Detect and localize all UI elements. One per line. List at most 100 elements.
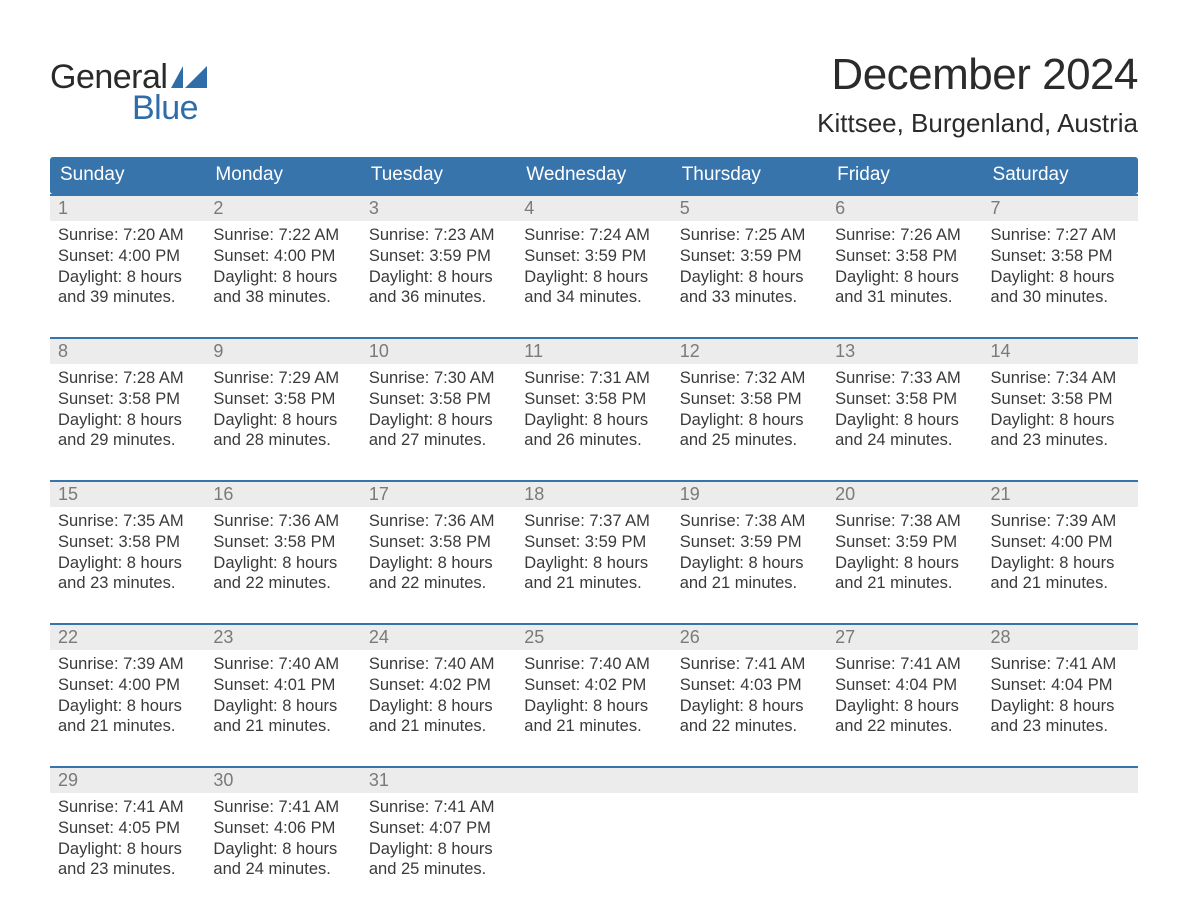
dow-cell: Wednesday [516,157,671,194]
daynum-cell: 13 [827,339,982,364]
sunset-line: Sunset: 4:00 PM [991,532,1130,553]
daynum-cell: 16 [205,482,360,507]
dow-cell: Saturday [983,157,1138,194]
sunrise-line: Sunrise: 7:29 AM [213,368,352,389]
sunrise-line: Sunrise: 7:40 AM [213,654,352,675]
sunrise-line: Sunrise: 7:41 AM [680,654,819,675]
day-cell: Sunrise: 7:38 AMSunset: 3:59 PMDaylight:… [827,507,982,611]
sunrise-line: Sunrise: 7:30 AM [369,368,508,389]
daynum-cell: 9 [205,339,360,364]
daynum-cell: 5 [672,196,827,221]
day-cell [516,793,671,897]
days-of-week-header: SundayMondayTuesdayWednesdayThursdayFrid… [50,157,1138,194]
sunset-line: Sunset: 4:04 PM [835,675,974,696]
sunset-line: Sunset: 3:58 PM [680,389,819,410]
daynum-cell: 7 [983,196,1138,221]
sunset-line: Sunset: 4:00 PM [213,246,352,267]
sunset-line: Sunset: 3:59 PM [524,246,663,267]
daylight-line: Daylight: 8 hours and 21 minutes. [524,696,663,738]
sunrise-line: Sunrise: 7:41 AM [835,654,974,675]
sunset-line: Sunset: 3:58 PM [991,246,1130,267]
daylight-line: Daylight: 8 hours and 22 minutes. [835,696,974,738]
daylight-line: Daylight: 8 hours and 29 minutes. [58,410,197,452]
calendar-page: General Blue December 2024 Kittsee, Burg… [0,0,1188,897]
daylight-line: Daylight: 8 hours and 23 minutes. [991,410,1130,452]
sunrise-line: Sunrise: 7:41 AM [213,797,352,818]
sunrise-line: Sunrise: 7:40 AM [369,654,508,675]
sunset-line: Sunset: 3:58 PM [991,389,1130,410]
day-cell: Sunrise: 7:41 AMSunset: 4:04 PMDaylight:… [983,650,1138,754]
day-cell: Sunrise: 7:33 AMSunset: 3:58 PMDaylight:… [827,364,982,468]
day-cell: Sunrise: 7:29 AMSunset: 3:58 PMDaylight:… [205,364,360,468]
day-cell [827,793,982,897]
day-cell: Sunrise: 7:41 AMSunset: 4:06 PMDaylight:… [205,793,360,897]
logo: General Blue [50,58,207,128]
daynum-cell: 4 [516,196,671,221]
daynum-cell: 19 [672,482,827,507]
sunset-line: Sunset: 4:04 PM [991,675,1130,696]
daylight-line: Daylight: 8 hours and 31 minutes. [835,267,974,309]
sunset-line: Sunset: 4:00 PM [58,246,197,267]
daylight-line: Daylight: 8 hours and 28 minutes. [213,410,352,452]
daynum-cell [983,768,1138,793]
sunset-line: Sunset: 3:58 PM [835,389,974,410]
daynum-cell: 10 [361,339,516,364]
day-cell: Sunrise: 7:27 AMSunset: 3:58 PMDaylight:… [983,221,1138,325]
weeks-container: 1234567Sunrise: 7:20 AMSunset: 4:00 PMDa… [50,194,1138,897]
day-cell: Sunrise: 7:32 AMSunset: 3:58 PMDaylight:… [672,364,827,468]
day-cell: Sunrise: 7:41 AMSunset: 4:04 PMDaylight:… [827,650,982,754]
sunrise-line: Sunrise: 7:39 AM [58,654,197,675]
day-cell: Sunrise: 7:25 AMSunset: 3:59 PMDaylight:… [672,221,827,325]
daylight-line: Daylight: 8 hours and 21 minutes. [524,553,663,595]
dow-cell: Thursday [672,157,827,194]
daynum-row: 22232425262728 [50,623,1138,650]
sunrise-line: Sunrise: 7:36 AM [213,511,352,532]
dow-cell: Tuesday [361,157,516,194]
daylight-line: Daylight: 8 hours and 24 minutes. [835,410,974,452]
week-row: 891011121314Sunrise: 7:28 AMSunset: 3:58… [50,337,1138,468]
daynum-cell [516,768,671,793]
daynum-cell: 29 [50,768,205,793]
sunrise-line: Sunrise: 7:38 AM [835,511,974,532]
week-row: 1234567Sunrise: 7:20 AMSunset: 4:00 PMDa… [50,194,1138,325]
sunset-line: Sunset: 3:59 PM [369,246,508,267]
sunset-line: Sunset: 3:59 PM [524,532,663,553]
dow-cell: Sunday [50,157,205,194]
daylight-line: Daylight: 8 hours and 21 minutes. [369,696,508,738]
day-cell: Sunrise: 7:41 AMSunset: 4:07 PMDaylight:… [361,793,516,897]
daynum-cell: 24 [361,625,516,650]
day-cell: Sunrise: 7:37 AMSunset: 3:59 PMDaylight:… [516,507,671,611]
daylight-line: Daylight: 8 hours and 21 minutes. [835,553,974,595]
day-cell: Sunrise: 7:40 AMSunset: 4:02 PMDaylight:… [516,650,671,754]
daylight-line: Daylight: 8 hours and 36 minutes. [369,267,508,309]
content-row: Sunrise: 7:20 AMSunset: 4:00 PMDaylight:… [50,221,1138,325]
day-cell: Sunrise: 7:36 AMSunset: 3:58 PMDaylight:… [205,507,360,611]
location-text: Kittsee, Burgenland, Austria [817,108,1138,139]
day-cell: Sunrise: 7:20 AMSunset: 4:00 PMDaylight:… [50,221,205,325]
sunrise-line: Sunrise: 7:39 AM [991,511,1130,532]
day-cell: Sunrise: 7:41 AMSunset: 4:03 PMDaylight:… [672,650,827,754]
calendar-grid: SundayMondayTuesdayWednesdayThursdayFrid… [50,157,1138,897]
daylight-line: Daylight: 8 hours and 25 minutes. [680,410,819,452]
day-cell: Sunrise: 7:30 AMSunset: 3:58 PMDaylight:… [361,364,516,468]
daynum-cell: 28 [983,625,1138,650]
daynum-row: 293031 [50,766,1138,793]
daynum-cell: 22 [50,625,205,650]
daynum-cell: 26 [672,625,827,650]
header: General Blue December 2024 Kittsee, Burg… [50,50,1138,139]
sunset-line: Sunset: 3:58 PM [369,532,508,553]
sunrise-line: Sunrise: 7:20 AM [58,225,197,246]
daynum-cell: 27 [827,625,982,650]
sunset-line: Sunset: 3:58 PM [524,389,663,410]
dow-cell: Friday [827,157,982,194]
sunset-line: Sunset: 4:03 PM [680,675,819,696]
day-cell: Sunrise: 7:35 AMSunset: 3:58 PMDaylight:… [50,507,205,611]
daylight-line: Daylight: 8 hours and 21 minutes. [680,553,819,595]
daynum-cell [827,768,982,793]
daylight-line: Daylight: 8 hours and 23 minutes. [991,696,1130,738]
sunrise-line: Sunrise: 7:41 AM [369,797,508,818]
daynum-row: 891011121314 [50,337,1138,364]
daylight-line: Daylight: 8 hours and 21 minutes. [58,696,197,738]
sunrise-line: Sunrise: 7:41 AM [991,654,1130,675]
month-title: December 2024 [817,50,1138,100]
